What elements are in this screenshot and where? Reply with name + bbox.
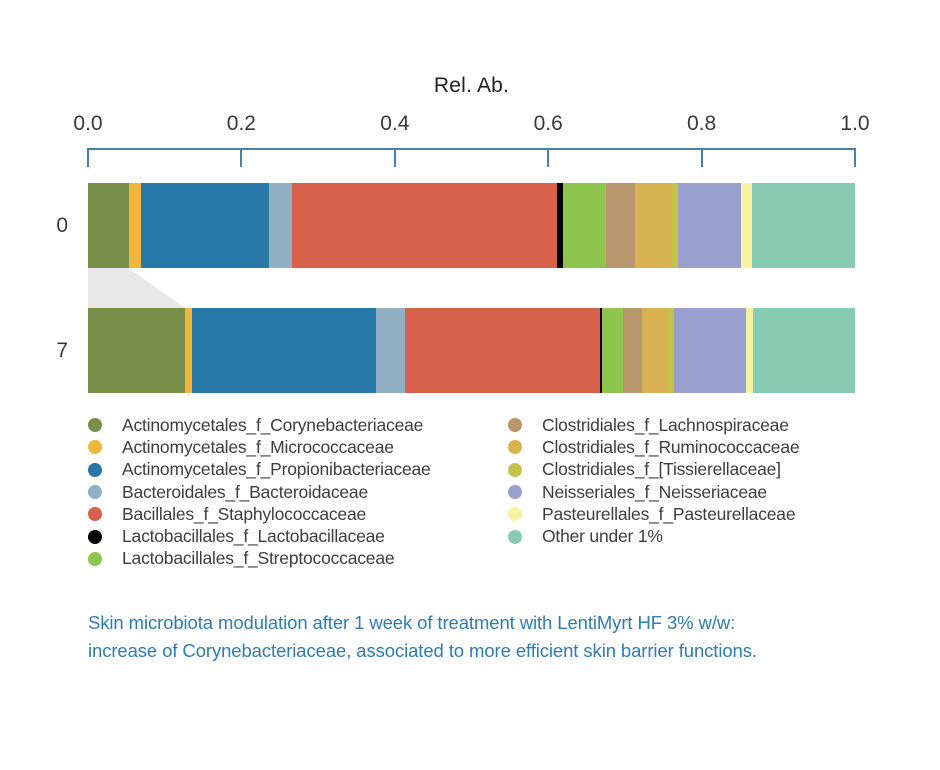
legend-item-neisseriales-f-neisseriaceae: Neisseriales_f_Neisseriaceae — [508, 481, 799, 503]
x-tick-mark — [700, 148, 703, 167]
segment-bacteroidales-f-bacteroidaceae — [268, 183, 292, 268]
segment-clostridiales-f-ruminococcaceae — [641, 308, 668, 393]
x-tick-label: 0.4 — [380, 112, 410, 135]
legend-label: Actinomycetales_f_Propionibacteriaceae — [122, 459, 431, 480]
segment-pasteurellales-f-pasteurellaceae — [746, 308, 753, 393]
legend-swatch-icon — [508, 507, 522, 522]
caption-line-1: Skin microbiota modulation after 1 week … — [88, 612, 736, 633]
segment-lactobacillales-f-lactobacillaceae — [557, 183, 564, 268]
legend-column-left: Actinomycetales_f_Corynebacteriaceae Acti… — [88, 414, 431, 570]
legend-swatch-icon — [88, 418, 102, 433]
segment-neisseriales-f-neisseriaceae — [677, 183, 742, 268]
bar-day-0 — [88, 183, 855, 268]
segment-clostridiales-f-tissierellaceae — [670, 183, 678, 268]
legend-item-bacteroidales-f-bacteroidaceae: Bacteroidales_f_Bacteroidaceae — [88, 481, 431, 503]
y-tick-label-day0: 0 — [56, 213, 68, 237]
x-axis-line — [88, 148, 855, 150]
legend-swatch-icon — [88, 507, 102, 522]
legend-item-actinomycetales-f-corynebacteriaceae: Actinomycetales_f_Corynebacteriaceae — [88, 414, 431, 436]
legend-item-pasteurellales-f-pasteurellaceae: Pasteurellales_f_Pasteurellaceae — [508, 503, 799, 525]
legend-swatch-icon — [508, 529, 522, 544]
segment-actinomycetales-f-micrococcaceae — [128, 183, 141, 268]
axis-title: Rel. Ab. — [433, 74, 510, 97]
legend-label: Clostridiales_f_Lachnospiraceae — [542, 414, 789, 435]
legend-swatch-icon — [88, 462, 102, 477]
legend-label: Bacteroidales_f_Bacteroidaceae — [122, 481, 368, 502]
legend-label: Clostridiales_f_[Tissierellaceae] — [542, 459, 781, 480]
legend-swatch-icon — [508, 485, 522, 500]
legend-swatch-icon — [508, 462, 522, 477]
legend-item-actinomycetales-f-propionibacteriaceae: Actinomycetales_f_Propionibacteriaceae — [88, 459, 431, 481]
legend-swatch-icon — [88, 440, 102, 455]
segment-bacillales-f-staphylococcaceae — [291, 183, 558, 268]
x-tick-mark — [547, 148, 550, 167]
legend-label: Clostridiales_f_Ruminococcaceae — [542, 436, 800, 457]
legend-label: Actinomycetales_f_Micrococcaceae — [122, 436, 394, 457]
segment-actinomycetales-f-corynebacteriaceae — [88, 308, 185, 393]
legend-item-clostridiales-f-tissierellaceae: Clostridiales_f_[Tissierellaceae] — [508, 459, 799, 481]
segment-other-under-1 — [752, 183, 855, 268]
segment-clostridiales-f-ruminococcaceae — [634, 183, 671, 268]
legend-swatch-icon — [88, 485, 102, 500]
legend-swatch-icon — [508, 418, 522, 433]
legend-swatch-icon — [88, 529, 102, 544]
legend-column-right: Clostridiales_f_Lachnospiraceae Clostridi… — [508, 414, 800, 548]
legend-item-other-under-1: Other under 1% — [508, 525, 799, 547]
segment-actinomycetales-f-corynebacteriaceae — [88, 183, 129, 268]
segment-clostridiales-f-lachnospiraceae — [606, 183, 635, 268]
legend-item-actinomycetales-f-micrococcaceae: Actinomycetales_f_Micrococcaceae — [88, 436, 431, 458]
segment-bacteroidales-f-bacteroidaceae — [376, 308, 405, 393]
legend-label: Lactobacillales_f_Streptococcaceae — [122, 548, 395, 569]
legend-item-bacillales-f-staphylococcaceae: Bacillales_f_Staphylococcaceae — [88, 503, 431, 525]
x-tick-mark — [240, 148, 243, 167]
legend-label: Pasteurellales_f_Pasteurellaceae — [542, 503, 796, 524]
segment-clostridiales-f-lachnospiraceae — [622, 308, 642, 393]
x-tick-label: 0.8 — [686, 112, 717, 135]
segment-other-under-1 — [752, 308, 855, 393]
caption: Skin microbiota modulation after 1 week … — [88, 609, 828, 665]
segment-bacillales-f-staphylococcaceae — [404, 308, 600, 393]
legend-item-lactobacillales-f-streptococcaceae: Lactobacillales_f_Streptococcaceae — [88, 548, 431, 570]
x-tick-mark — [854, 148, 856, 167]
bar-day-7 — [88, 308, 855, 393]
segment-lactobacillales-f-streptococcaceae — [601, 308, 623, 393]
x-tick-label: 1.0 — [840, 112, 870, 135]
legend-label: Other under 1% — [542, 526, 663, 547]
x-tick-label: 0.2 — [226, 112, 256, 135]
legend-item-clostridiales-f-ruminococcaceae: Clostridiales_f_Ruminococcaceae — [508, 436, 800, 458]
legend-label: Bacillales_f_Staphylococcaceae — [122, 503, 367, 524]
x-tick-label: 0.0 — [73, 112, 103, 135]
y-tick-label-day7: 7 — [56, 338, 68, 362]
x-tick-mark — [393, 148, 396, 167]
x-tick-label: 0.6 — [533, 112, 563, 135]
segment-actinomycetales-f-propionibacteriaceae — [191, 308, 377, 393]
legend-swatch-icon — [88, 551, 102, 566]
segment-clostridiales-f-tissierellaceae — [667, 308, 674, 393]
segment-lactobacillales-f-lactobacillaceae — [599, 308, 602, 393]
segment-actinomycetales-f-propionibacteriaceae — [140, 183, 269, 268]
segment-actinomycetales-f-micrococcaceae — [184, 308, 192, 393]
legend-label: Neisseriales_f_Neisseriaceae — [542, 481, 767, 502]
x-tick-mark — [87, 148, 89, 167]
legend-item-lactobacillales-f-lactobacillaceae: Lactobacillales_f_Lactobacillaceae — [88, 525, 431, 547]
segment-neisseriales-f-neisseriaceae — [673, 308, 747, 393]
corynebacteriaceae-flow-connector — [88, 268, 185, 308]
caption-line-2: increase of Corynebacteriaceae, associat… — [88, 640, 757, 661]
legend-swatch-icon — [508, 440, 522, 455]
segment-lactobacillales-f-streptococcaceae — [563, 183, 607, 268]
legend-item-clostridiales-f-lachnospiraceae: Clostridiales_f_Lachnospiraceae — [508, 414, 799, 436]
legend-label: Lactobacillales_f_Lactobacillaceae — [122, 526, 385, 547]
legend-label: Actinomycetales_f_Corynebacteriaceae — [122, 414, 424, 435]
segment-pasteurellales-f-pasteurellaceae — [741, 183, 753, 268]
